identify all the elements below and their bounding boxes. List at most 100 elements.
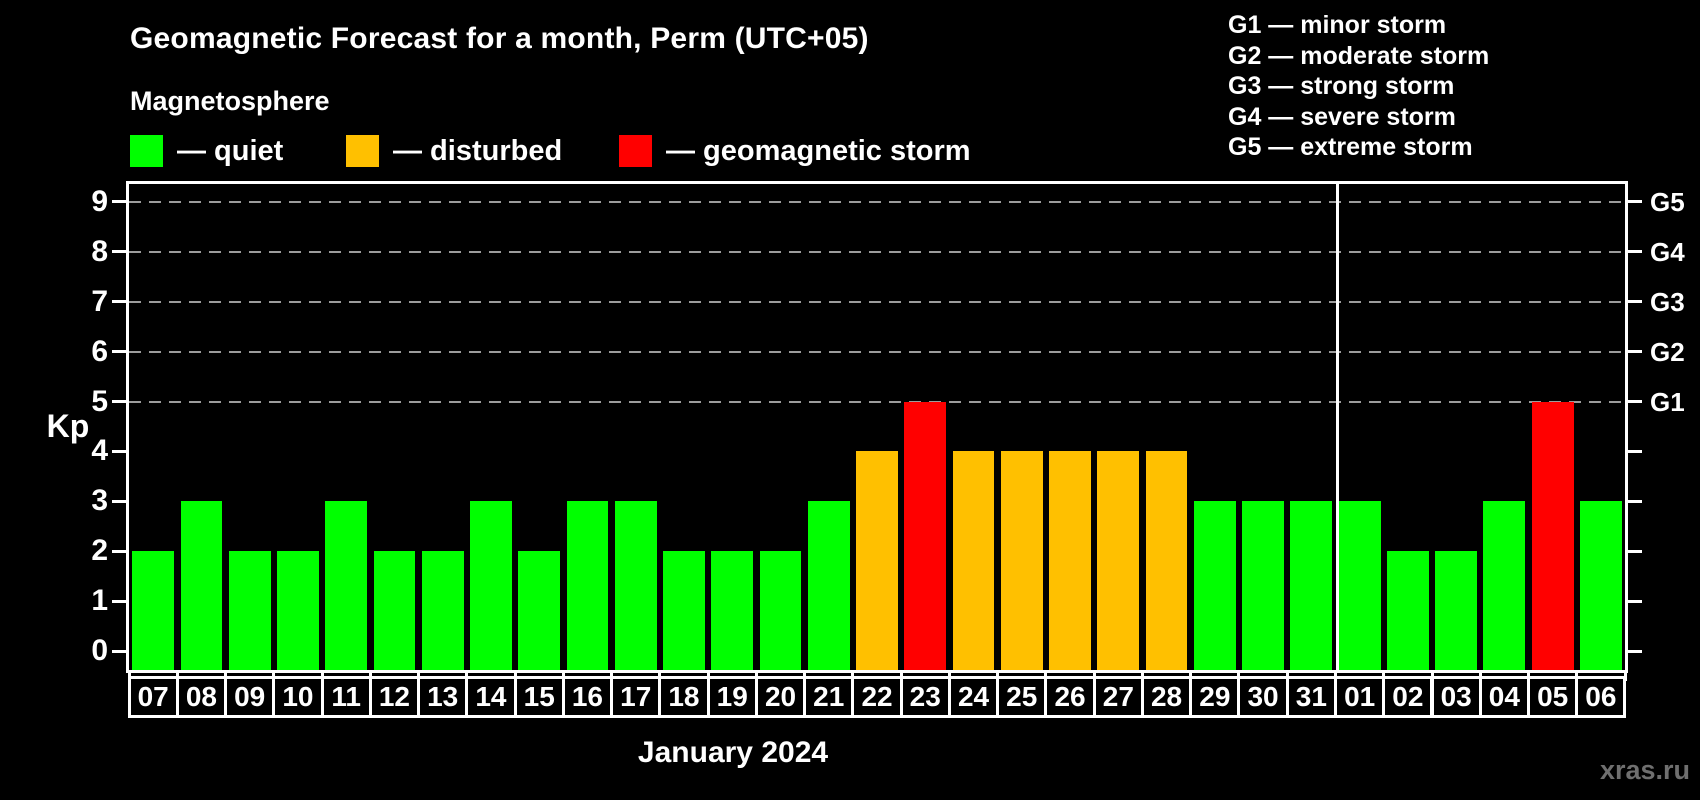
date-box-20: 20 [754, 676, 807, 718]
legend-label-quiet: — quiet [177, 134, 284, 167]
y-tick-right-9 [1628, 200, 1642, 204]
date-box-27: 27 [1092, 676, 1144, 718]
date-box-14: 14 [465, 676, 517, 718]
bar-day-26 [1049, 451, 1091, 670]
bar-day-11 [325, 501, 368, 670]
bar-day-15 [518, 551, 561, 670]
gridline-kp7 [129, 300, 1625, 303]
date-box-03: 03 [1430, 676, 1482, 718]
date-box-01: 01 [1334, 676, 1386, 718]
legend-swatch-storm-icon [619, 135, 652, 167]
y-tick-label-6: 6 [91, 334, 108, 368]
legend-swatch-quiet-icon [130, 135, 163, 167]
bar-day-08 [180, 501, 223, 670]
bar-day-24 [952, 451, 995, 670]
bar-day-06 [1579, 501, 1622, 670]
x-axis-month-label: January 2024 [637, 736, 829, 769]
storm-scale-item-g5: G5 — extreme storm [1228, 133, 1473, 162]
bar-day-05 [1531, 401, 1574, 670]
y-tick-left-8 [112, 250, 126, 254]
bar-day-13 [421, 551, 464, 670]
bar-day-23 [904, 401, 947, 670]
bar-day-02 [1386, 551, 1429, 670]
date-box-08: 08 [175, 676, 228, 718]
y-tick-label-3: 3 [91, 484, 108, 518]
y-tick-label-7: 7 [91, 284, 108, 318]
date-box-23: 23 [899, 676, 951, 718]
g-level-label-g2: G2 [1650, 336, 1685, 367]
y-tick-right-7 [1628, 300, 1642, 304]
y-tick-left-7 [112, 300, 126, 304]
bar-day-14 [470, 501, 512, 670]
legend-label-storm: — geomagnetic storm [666, 134, 971, 167]
date-box-25: 25 [996, 676, 1048, 718]
g-level-label-g4: G4 [1650, 236, 1685, 267]
y-tick-right-2 [1628, 549, 1642, 553]
bar-day-19 [711, 551, 754, 670]
g-level-label-g3: G3 [1650, 286, 1685, 317]
y-tick-left-1 [112, 599, 126, 603]
bar-day-18 [663, 551, 705, 670]
g-level-label-g1: G1 [1650, 386, 1685, 417]
date-box-31: 31 [1285, 676, 1337, 718]
y-tick-left-9 [112, 200, 126, 204]
y-axis-title: Kp [46, 408, 90, 444]
plot-frame [126, 181, 1628, 673]
gridline-kp9 [129, 200, 1625, 203]
chart-title: Geomagnetic Forecast for a month, Perm (… [130, 22, 869, 55]
y-tick-right-8 [1628, 250, 1642, 254]
storm-scale-item-g2: G2 — moderate storm [1228, 41, 1490, 70]
g-level-label-g5: G5 [1650, 186, 1685, 217]
date-box-18: 18 [658, 676, 710, 718]
date-box-05: 05 [1527, 676, 1579, 718]
bar-day-29 [1193, 501, 1236, 670]
month-separator-line [1335, 184, 1339, 670]
chart-subtitle: Magnetosphere [130, 86, 330, 116]
date-box-24: 24 [947, 676, 1000, 718]
bar-day-22 [856, 451, 898, 670]
watermark: xras.ru [1599, 755, 1690, 785]
magnetosphere-legend: — quiet — disturbed — geomagnetic storm [0, 135, 1100, 167]
bar-day-04 [1483, 501, 1526, 670]
bar-day-03 [1435, 551, 1478, 670]
y-tick-right-4 [1628, 449, 1642, 453]
storm-scale-item-g3: G3 — strong storm [1228, 72, 1455, 101]
date-box-21: 21 [803, 676, 855, 718]
y-tick-label-8: 8 [91, 234, 108, 268]
bar-day-09 [228, 551, 271, 670]
bar-day-07 [132, 551, 175, 670]
date-box-29: 29 [1189, 676, 1241, 718]
y-tick-left-4 [112, 449, 126, 453]
gridline-kp5 [129, 400, 1625, 403]
y-tick-right-1 [1628, 599, 1642, 603]
date-box-17: 17 [610, 676, 662, 718]
bar-day-28 [1145, 451, 1188, 670]
storm-scale-item-g1: G1 — minor storm [1228, 11, 1447, 39]
date-box-04: 04 [1478, 676, 1530, 718]
date-box-30: 30 [1237, 676, 1289, 718]
date-box-07: 07 [127, 676, 179, 718]
y-tick-label-5: 5 [91, 384, 108, 418]
bar-day-12 [373, 551, 416, 670]
y-tick-right-0 [1628, 649, 1642, 653]
bar-day-31 [1290, 501, 1333, 670]
legend-item-disturbed: — disturbed [346, 135, 562, 167]
bar-day-10 [277, 551, 319, 670]
date-box-06: 06 [1575, 676, 1627, 718]
date-box-16: 16 [561, 676, 614, 718]
legend-label-disturbed: — disturbed [393, 134, 563, 167]
legend-item-quiet: — quiet [130, 135, 283, 167]
y-tick-label-9: 9 [91, 184, 108, 218]
date-box-19: 19 [706, 676, 758, 718]
y-tick-label-1: 1 [91, 584, 108, 618]
storm-scale-legend: G1 — minor storm G2 — moderate storm G3 — … [1228, 10, 1489, 163]
bar-day-20 [759, 551, 802, 670]
date-box-26: 26 [1044, 676, 1096, 718]
bar-day-30 [1242, 501, 1284, 670]
bar-day-25 [1000, 451, 1043, 670]
gridline-kp8 [129, 250, 1625, 253]
gridline-kp6 [129, 350, 1625, 353]
date-box-02: 02 [1382, 676, 1434, 718]
bar-day-16 [566, 501, 609, 670]
